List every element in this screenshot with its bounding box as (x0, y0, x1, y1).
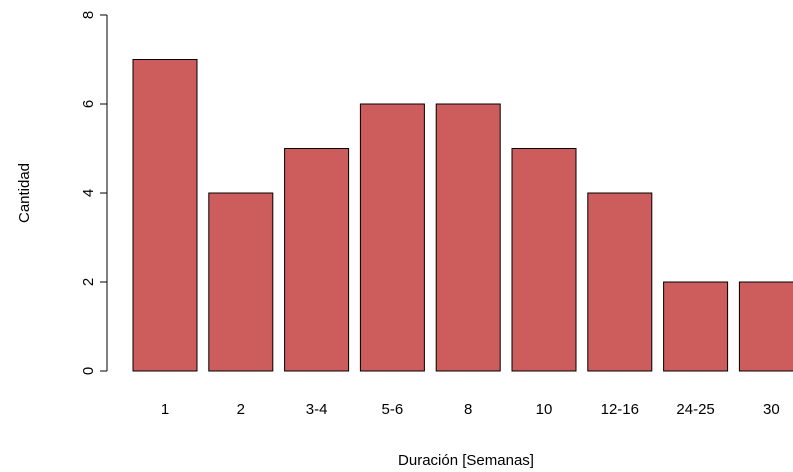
x-tick-label: 30 (763, 401, 780, 418)
x-tick-label: 2 (237, 401, 245, 418)
bar-3-4 (284, 148, 350, 372)
y-axis-title: Cantidad (16, 163, 33, 223)
x-axis-title: Duración [Semanas] (398, 452, 534, 469)
y-tick-label: 4 (80, 189, 97, 197)
bar-1 (132, 59, 198, 372)
bar-12-16 (587, 192, 653, 372)
x-tick-label: 24-25 (676, 401, 714, 418)
x-tick-label: 1 (161, 401, 169, 418)
x-tick-label: 10 (536, 401, 553, 418)
bar-2 (208, 192, 274, 372)
y-tick-label: 0 (80, 367, 97, 375)
bar-5-6 (359, 103, 425, 372)
x-tick-label: 12-16 (601, 401, 639, 418)
y-axis: 0 2 4 6 8 (80, 11, 108, 375)
bar-8 (435, 103, 501, 372)
x-tick-label: 8 (464, 401, 472, 418)
bars-layer (132, 59, 793, 372)
x-tick-label: 5-6 (382, 401, 404, 418)
bar-24-25 (663, 281, 729, 372)
y-tick-label: 2 (80, 278, 97, 286)
x-axis: 1 2 3-4 5-6 8 10 12-16 24-25 30 (161, 401, 780, 418)
bar-30 (738, 281, 793, 372)
x-tick-label: 3-4 (306, 401, 328, 418)
y-tick-label: 6 (80, 100, 97, 108)
y-tick-label: 8 (80, 11, 97, 19)
bar-10 (511, 148, 577, 372)
